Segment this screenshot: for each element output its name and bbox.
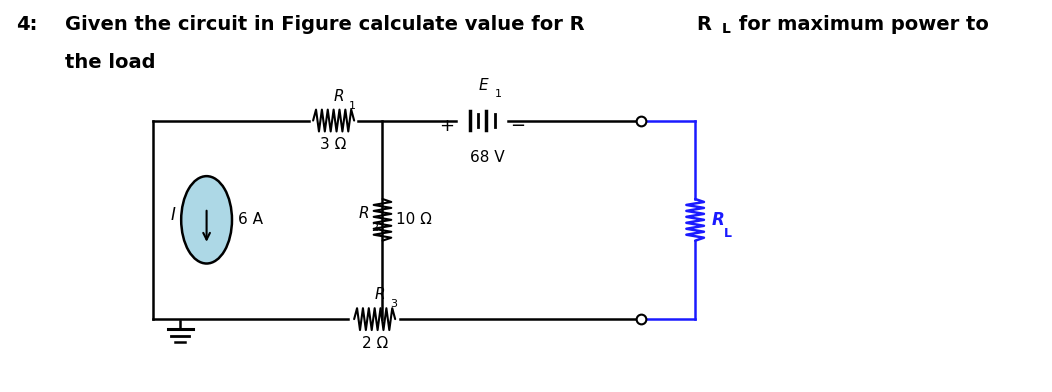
Text: 10 Ω: 10 Ω	[397, 212, 432, 227]
Text: R: R	[375, 287, 385, 302]
Text: 6 A: 6 A	[238, 212, 263, 227]
Ellipse shape	[181, 176, 232, 263]
Text: R: R	[712, 211, 725, 229]
Text: 3 Ω: 3 Ω	[321, 138, 347, 152]
Text: 68 V: 68 V	[469, 150, 504, 165]
Text: 1: 1	[494, 89, 502, 99]
Text: 2: 2	[371, 223, 379, 233]
Text: 3: 3	[390, 299, 398, 309]
Text: for maximum power to: for maximum power to	[732, 15, 989, 34]
Text: 4:: 4:	[16, 15, 38, 34]
Text: 1: 1	[349, 101, 357, 111]
Text: Given the circuit in Figure calculate value for R: Given the circuit in Figure calculate va…	[65, 15, 585, 34]
Text: R: R	[333, 89, 344, 103]
Text: L: L	[724, 227, 731, 240]
Text: −: −	[510, 118, 525, 136]
Text: E: E	[479, 78, 488, 93]
Text: the load: the load	[65, 53, 156, 72]
Text: +: +	[440, 118, 454, 136]
Text: R: R	[358, 206, 369, 221]
Text: I: I	[170, 206, 176, 224]
Text: R: R	[696, 15, 711, 34]
Text: L: L	[722, 22, 730, 36]
Text: 2 Ω: 2 Ω	[362, 336, 388, 351]
